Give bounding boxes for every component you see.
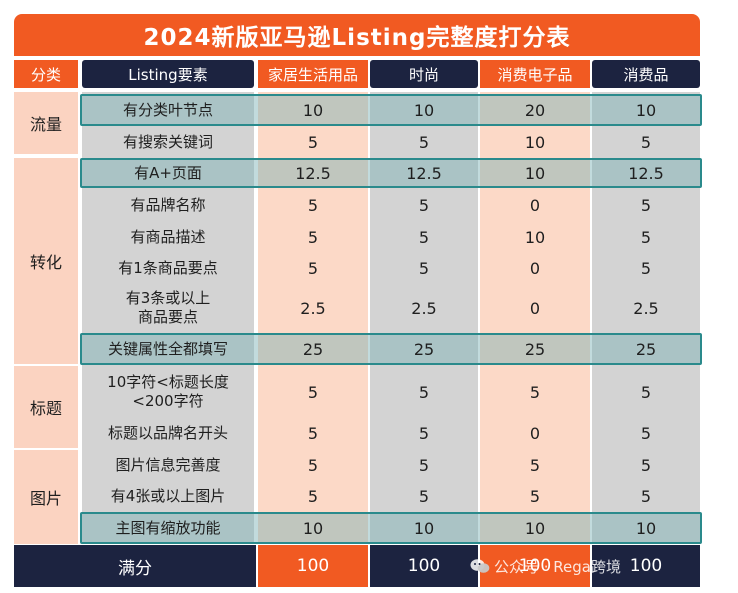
value-cell: 5 [418, 258, 430, 278]
footer-total-label: 满分 [14, 545, 256, 587]
band-home-goods [258, 92, 368, 544]
row-label: 有商品描述 [130, 227, 206, 246]
highlight-row [80, 94, 702, 126]
table-title: 2024新版亚马逊Listing完整度打分表 [14, 14, 700, 56]
highlight-row [80, 158, 702, 188]
value-cell: 5 [418, 227, 430, 247]
value-cell: 5 [418, 382, 430, 402]
header-consumables: 消费品 [592, 60, 700, 88]
value-cell: 5 [640, 486, 652, 506]
value-cell: 5 [418, 132, 430, 152]
value-cell: 5 [529, 382, 541, 402]
value-cell: 25 [413, 339, 435, 359]
header-electronics: 消费电子品 [480, 60, 590, 88]
footer-total-value: 100 [480, 545, 590, 587]
row-label: 有4张或以上图片 [110, 486, 226, 505]
highlight-row [80, 333, 702, 365]
value-cell: 5 [640, 258, 652, 278]
value-cell: 2.5 [633, 298, 659, 318]
value-cell: 5 [640, 423, 652, 443]
highlight-row [80, 512, 702, 544]
category-images: 图片 [14, 450, 78, 544]
category-conversion: 转化 [14, 158, 78, 364]
value-cell: 5 [640, 195, 652, 215]
value-cell: 5 [307, 195, 319, 215]
value-cell: 25 [302, 339, 324, 359]
value-cell: 5 [307, 382, 319, 402]
row-label: 标题以品牌名开头 [107, 423, 228, 442]
value-cell: 5 [418, 195, 430, 215]
value-cell: 0 [529, 423, 541, 443]
footer-total-value: 100 [592, 545, 700, 587]
value-cell: 10 [524, 163, 546, 183]
value-cell: 10 [302, 100, 324, 120]
value-cell: 5 [307, 227, 319, 247]
row-label: 有分类叶节点 [122, 100, 213, 119]
value-cell: 10 [302, 518, 324, 538]
footer-total-value: 100 [370, 545, 478, 587]
value-cell: 5 [307, 132, 319, 152]
row-label: 图片信息完善度 [115, 455, 221, 474]
watermark-text: 公众号 · Rega跨境 [494, 557, 621, 576]
value-cell: 5 [307, 258, 319, 278]
value-cell: 10 [524, 518, 546, 538]
value-cell: 2.5 [300, 298, 326, 318]
value-cell: 10 [524, 132, 546, 152]
value-cell: 0 [529, 195, 541, 215]
row-label: 有1条商品要点 [118, 258, 218, 277]
value-cell: 5 [307, 486, 319, 506]
row-label: 有品牌名称 [130, 195, 206, 214]
value-cell: 10 [635, 100, 657, 120]
header-home-goods: 家居生活用品 [258, 60, 368, 88]
value-cell: 12.5 [295, 163, 331, 183]
row-label: 主图有缩放功能 [115, 518, 221, 537]
category-traffic: 流量 [14, 92, 78, 154]
value-cell: 5 [529, 455, 541, 475]
watermark: 公众号 · Rega跨境 [470, 553, 621, 579]
wechat-icon [470, 558, 490, 574]
value-cell: 25 [524, 339, 546, 359]
value-cell: 25 [635, 339, 657, 359]
value-cell: 5 [640, 455, 652, 475]
band-electronics [480, 92, 590, 544]
value-cell: 20 [524, 100, 546, 120]
value-cell: 5 [640, 382, 652, 402]
value-cell: 5 [640, 132, 652, 152]
row-label: 关键属性全都填写 [107, 339, 228, 358]
band-consumables [592, 92, 700, 544]
value-cell: 5 [307, 423, 319, 443]
value-cell: 12.5 [406, 163, 442, 183]
row-label: 10字符<标题长度 <200字符 [107, 373, 229, 410]
value-cell: 5 [307, 455, 319, 475]
value-cell: 5 [418, 486, 430, 506]
value-cell: 10 [635, 518, 657, 538]
value-cell: 10 [413, 100, 435, 120]
footer-total-value: 100 [258, 545, 368, 587]
band-fashion [370, 92, 478, 544]
value-cell: 0 [529, 258, 541, 278]
row-label: 有3条或以上 商品要点 [125, 289, 211, 326]
value-cell: 5 [529, 486, 541, 506]
value-cell: 0 [529, 298, 541, 318]
band-element [82, 92, 254, 544]
value-cell: 10 [524, 227, 546, 247]
value-cell: 5 [418, 455, 430, 475]
row-label: 有A+页面 [134, 163, 202, 182]
header-category: 分类 [14, 60, 78, 88]
value-cell: 2.5 [411, 298, 437, 318]
header-element: Listing要素 [82, 60, 254, 88]
value-cell: 5 [640, 227, 652, 247]
row-label: 有搜索关键词 [122, 132, 213, 151]
value-cell: 10 [413, 518, 435, 538]
category-title: 标题 [14, 366, 78, 448]
value-cell: 12.5 [628, 163, 664, 183]
value-cell: 5 [418, 423, 430, 443]
header-fashion: 时尚 [370, 60, 478, 88]
